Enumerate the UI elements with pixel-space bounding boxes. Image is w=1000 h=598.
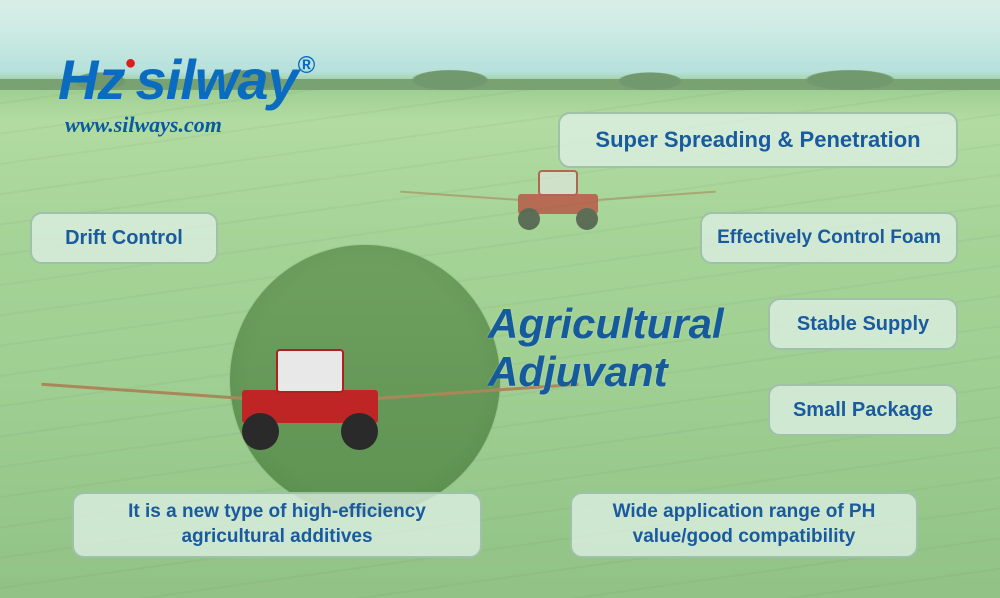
feature-text: Drift Control (65, 227, 183, 250)
tractor-cab (276, 349, 344, 393)
main-title: Agricultural Adjuvant (488, 300, 724, 397)
logo-name: silway (136, 48, 298, 111)
main-title-line1: Agricultural (488, 300, 724, 347)
tractor-wheel (341, 413, 378, 450)
brand-logo: Hz●silway® (58, 52, 314, 108)
brand-url: www.silways.com (65, 112, 222, 138)
feature-text: Small Package (793, 399, 933, 422)
feature-box-wide-application: Wide application range of PH value/good … (570, 492, 918, 558)
tractor-background (508, 165, 608, 230)
tractor-cab (538, 170, 578, 196)
feature-box-small: Small Package (768, 384, 958, 436)
feature-box-foam: Effectively Control Foam (700, 212, 958, 264)
feature-box-stable: Stable Supply (768, 298, 958, 350)
feature-box-description: It is a new type of high-efficiency agri… (72, 492, 482, 558)
logo-dot-icon: ● (124, 52, 135, 74)
registered-mark: ® (298, 52, 315, 79)
feature-text: Super Spreading & Penetration (595, 127, 920, 153)
tractor-wheel (518, 208, 540, 230)
logo-prefix: Hz (58, 48, 124, 111)
feature-text: It is a new type of high-efficiency agri… (86, 500, 468, 549)
main-title-line2: Adjuvant (488, 348, 668, 395)
feature-text: Stable Supply (797, 313, 929, 336)
tractor-foreground (225, 340, 395, 450)
feature-text: Effectively Control Foam (717, 227, 941, 249)
tractor-wheel (576, 208, 598, 230)
feature-text: Wide application range of PH value/good … (584, 500, 904, 549)
tractor-wheel (242, 413, 279, 450)
feature-box-drift: Drift Control (30, 212, 218, 264)
feature-box-spreading: Super Spreading & Penetration (558, 112, 958, 168)
